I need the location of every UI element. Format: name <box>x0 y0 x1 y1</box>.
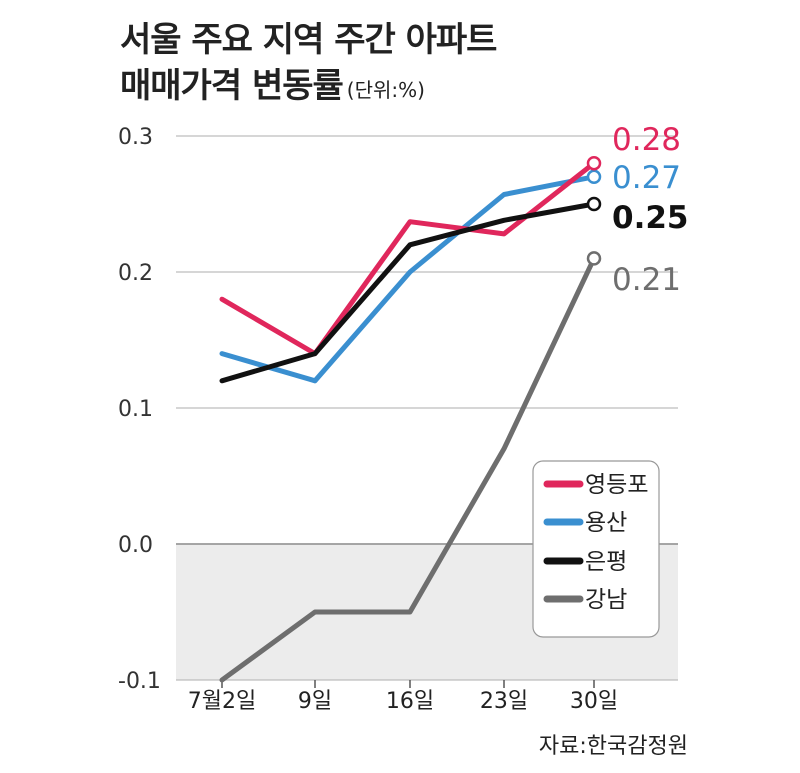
data-label: 0.27 <box>612 160 681 196</box>
data-label: 0.21 <box>612 262 681 298</box>
y-tick-label: -0.1 <box>118 669 161 694</box>
series-end-marker <box>586 251 602 266</box>
source-note: 자료:한국감정원 <box>538 734 688 759</box>
chart-title-line1: 서울 주요 지역 주간 아파트 <box>120 20 497 60</box>
legend-label: 강남 <box>585 587 627 613</box>
legend-label: 용산 <box>585 510 627 536</box>
x-tick-label: 9일 <box>298 689 332 714</box>
series-line-영등포 <box>219 160 597 357</box>
data-label: 0.25 <box>612 200 689 236</box>
series-end-marker <box>586 155 602 171</box>
y-tick-label: 0.1 <box>118 397 153 422</box>
chart-title-line2: 매매가격 변동률 (단위:%) <box>120 58 425 107</box>
series-end-marker <box>586 169 602 185</box>
unit-label: (단위:%) <box>346 78 425 102</box>
x-tick-label: 16일 <box>386 689 434 714</box>
series-end-marker <box>586 196 602 212</box>
legend-label: 은평 <box>585 549 627 575</box>
y-tick-label: 0.2 <box>118 261 153 286</box>
data-label: 0.28 <box>612 122 681 158</box>
x-tick-label: 7월2일 <box>188 689 256 714</box>
legend-box <box>532 460 660 638</box>
series-line-강남 <box>219 255 597 683</box>
series-line-용산 <box>219 174 597 384</box>
legend-label: 영등포 <box>585 472 648 498</box>
x-tick-label: 30일 <box>570 689 618 714</box>
y-tick-label: 0.0 <box>118 533 153 558</box>
x-tick-label: 23일 <box>480 689 528 714</box>
series-line-은평 <box>219 201 597 384</box>
y-tick-label: 0.3 <box>118 125 153 150</box>
chart-title-line2-text: 매매가격 변동률 <box>120 66 344 106</box>
